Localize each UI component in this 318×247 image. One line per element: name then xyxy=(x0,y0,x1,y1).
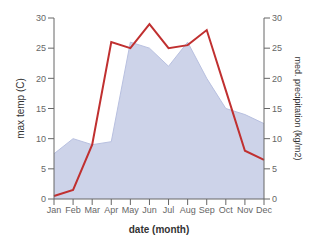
svg-text:Aug: Aug xyxy=(180,205,196,215)
svg-text:5: 5 xyxy=(41,164,46,174)
svg-text:max temp (C): max temp (C) xyxy=(15,78,26,139)
svg-text:Jan: Jan xyxy=(47,205,62,215)
svg-text:Mar: Mar xyxy=(84,205,100,215)
svg-text:0: 0 xyxy=(272,194,277,204)
svg-text:30: 30 xyxy=(272,13,282,23)
svg-text:May: May xyxy=(122,205,140,215)
svg-text:date (month): date (month) xyxy=(129,224,190,235)
svg-text:10: 10 xyxy=(36,134,46,144)
svg-text:Feb: Feb xyxy=(65,205,81,215)
svg-text:20: 20 xyxy=(272,74,282,84)
svg-text:15: 15 xyxy=(36,104,46,114)
svg-text:Jul: Jul xyxy=(163,205,175,215)
svg-text:Dec: Dec xyxy=(256,205,273,215)
svg-text:Nov: Nov xyxy=(237,205,254,215)
svg-text:Oct: Oct xyxy=(219,205,234,215)
svg-text:Apr: Apr xyxy=(104,205,118,215)
svg-text:0: 0 xyxy=(41,194,46,204)
svg-text:30: 30 xyxy=(36,13,46,23)
svg-text:25: 25 xyxy=(36,43,46,53)
svg-text:15: 15 xyxy=(272,104,282,114)
svg-text:med. precipitation (kg/m2): med. precipitation (kg/m2) xyxy=(293,56,303,160)
svg-text:5: 5 xyxy=(272,164,277,174)
svg-text:10: 10 xyxy=(272,134,282,144)
svg-text:20: 20 xyxy=(36,74,46,84)
svg-text:Sep: Sep xyxy=(199,205,215,215)
svg-text:Jun: Jun xyxy=(142,205,157,215)
svg-text:25: 25 xyxy=(272,43,282,53)
